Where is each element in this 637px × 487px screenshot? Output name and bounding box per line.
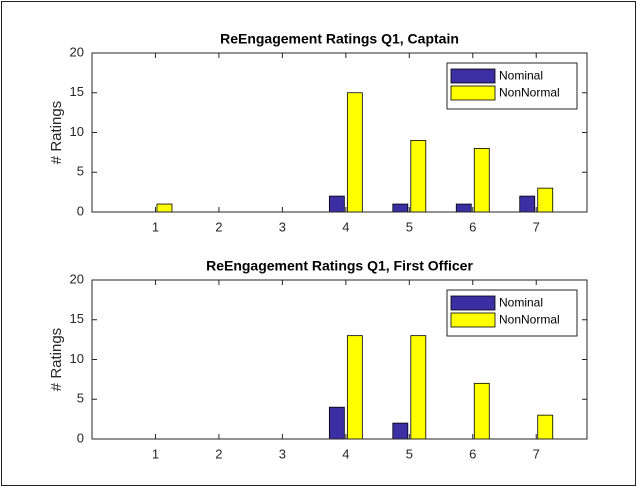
y-tick-label: 10 (70, 351, 84, 366)
x-tick-label: 1 (152, 219, 159, 234)
bar (537, 187, 554, 213)
bar (392, 203, 409, 213)
bar (537, 414, 554, 440)
bar (473, 147, 490, 213)
y-tick-label: 15 (70, 311, 84, 326)
x-tick-label: 3 (279, 446, 286, 461)
legend-swatch (450, 295, 496, 311)
legend-label: NonNormal (499, 313, 560, 327)
bar (455, 203, 472, 213)
legend-label: NonNormal (499, 86, 560, 100)
x-tick-label: 4 (342, 219, 349, 234)
legend-swatch (450, 68, 496, 84)
y-axis-label: # Ratings (48, 328, 65, 391)
y-tick-label: 5 (77, 164, 84, 179)
bar (346, 335, 363, 440)
x-tick-label: 2 (215, 219, 222, 234)
legend: Nominal NonNormal (446, 289, 578, 337)
bar (410, 335, 427, 440)
legend-label: Nominal (499, 69, 543, 83)
bar (328, 406, 345, 440)
chart-title: ReEngagement Ratings Q1, First Officer (206, 258, 473, 274)
legend: Nominal NonNormal (446, 62, 578, 110)
x-tick-label: 6 (469, 219, 476, 234)
x-tick-label: 3 (279, 219, 286, 234)
axes-box (91, 279, 588, 440)
bar (519, 195, 536, 213)
y-tick-label: 10 (70, 124, 84, 139)
legend-label: Nominal (499, 296, 543, 310)
bar (392, 422, 409, 440)
y-tick-label: 15 (70, 84, 84, 99)
bar (473, 382, 490, 440)
y-tick-label: 0 (77, 430, 84, 445)
legend-swatch (450, 85, 496, 101)
x-tick-label: 6 (469, 446, 476, 461)
bar (156, 203, 173, 213)
x-tick-label: 5 (406, 446, 413, 461)
bar (410, 140, 427, 213)
x-tick-label: 7 (533, 446, 540, 461)
y-axis-label: # Ratings (48, 101, 65, 164)
chart-title: ReEngagement Ratings Q1, Captain (220, 31, 459, 47)
bar (328, 195, 345, 213)
y-tick-label: 20 (70, 271, 84, 286)
x-tick-label: 2 (215, 446, 222, 461)
y-tick-label: 0 (77, 203, 84, 218)
x-tick-label: 4 (342, 446, 349, 461)
x-tick-label: 5 (406, 219, 413, 234)
x-tick-label: 1 (152, 446, 159, 461)
legend-swatch (450, 312, 496, 328)
x-tick-label: 7 (533, 219, 540, 234)
axes-box (91, 52, 588, 213)
bar (346, 92, 363, 213)
y-tick-label: 5 (77, 391, 84, 406)
y-tick-label: 20 (70, 44, 84, 59)
